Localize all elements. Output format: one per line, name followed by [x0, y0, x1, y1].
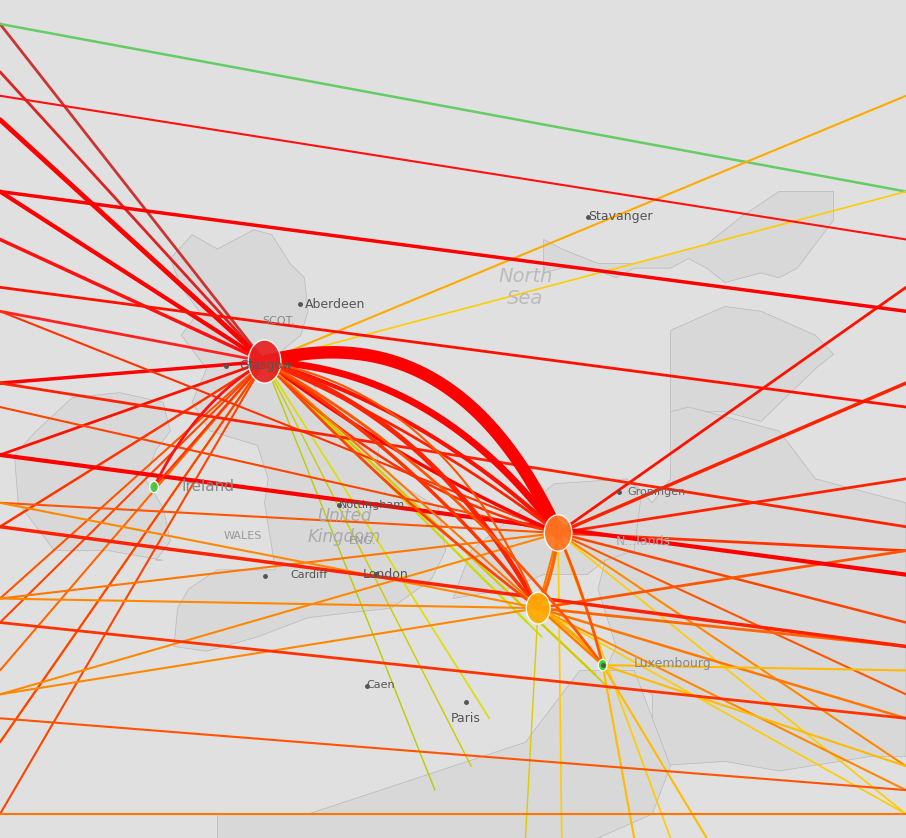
- Text: Paris: Paris: [451, 711, 480, 725]
- Text: Ireland: Ireland: [181, 478, 234, 494]
- Text: Groningen: Groningen: [627, 487, 685, 497]
- Text: Nottingham: Nottingham: [339, 500, 405, 510]
- Text: Cardiff: Cardiff: [290, 570, 327, 580]
- Text: Luxembourg: Luxembourg: [634, 657, 712, 670]
- Circle shape: [149, 481, 159, 493]
- Text: London: London: [362, 568, 408, 581]
- Circle shape: [526, 592, 550, 624]
- Polygon shape: [170, 230, 446, 651]
- Text: Caen: Caen: [366, 680, 395, 690]
- Polygon shape: [217, 670, 670, 838]
- Text: United
Kingdom: United Kingdom: [308, 507, 381, 546]
- Text: ENG.: ENG.: [349, 536, 376, 546]
- Circle shape: [248, 340, 281, 383]
- Circle shape: [545, 515, 572, 551]
- Text: WALES: WALES: [224, 531, 262, 541]
- Text: North
Sea: North Sea: [498, 266, 553, 308]
- Polygon shape: [14, 393, 170, 561]
- Text: Stavanger: Stavanger: [588, 210, 652, 224]
- Text: Aberdeen: Aberdeen: [304, 297, 365, 311]
- Polygon shape: [670, 307, 834, 422]
- Text: Glasgow: Glasgow: [239, 359, 293, 372]
- Polygon shape: [453, 478, 641, 598]
- Polygon shape: [544, 192, 834, 282]
- Text: SCOT.: SCOT.: [263, 316, 295, 326]
- Text: N...lands: N...lands: [616, 535, 671, 547]
- Circle shape: [598, 660, 607, 671]
- Polygon shape: [598, 407, 906, 771]
